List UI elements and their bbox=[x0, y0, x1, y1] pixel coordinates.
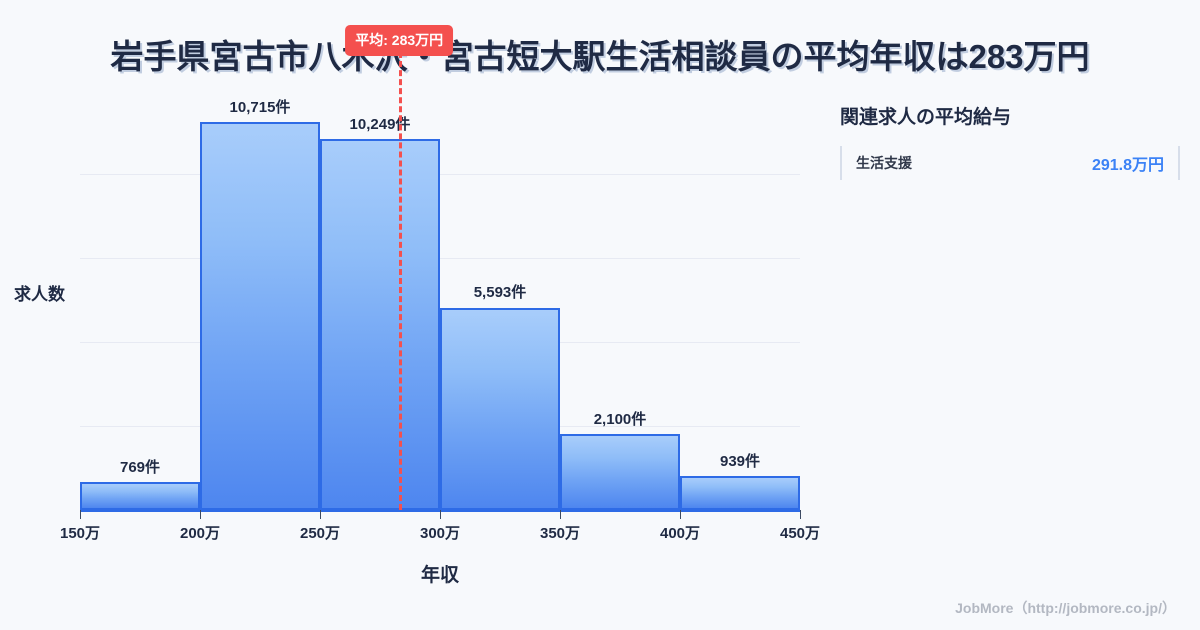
bar-value-label: 10,715件 bbox=[229, 99, 291, 117]
salary-row-name: 生活支援 bbox=[856, 155, 912, 171]
x-axis-tick-label: 250万 bbox=[299, 525, 341, 542]
x-axis-tick bbox=[440, 510, 441, 519]
x-axis-tick-label: 450万 bbox=[779, 525, 821, 542]
plot-area: 769件 10,715件 10,249件 5,593件 2,100件 939件 150万 20… bbox=[60, 25, 820, 542]
bar-value-label: 939件 bbox=[719, 453, 761, 470]
site-credit: JobMore（http://jobmore.co.jp/） bbox=[955, 600, 1176, 616]
y-axis-label: 求人数 bbox=[14, 285, 65, 304]
average-salary-badge: 平均: 283万円 bbox=[345, 25, 454, 56]
header-band: 岩手県宮古市八木沢・宮古短大駅生活相談員の平均年収は283万円 bbox=[0, 0, 1200, 90]
bar-value-label: 2,100件 bbox=[593, 410, 647, 428]
x-axis-tick-label: 200万 bbox=[179, 525, 221, 542]
salary-histogram-chart: 求人数 年収 769件 10,715件 10,249件 5,593件 2,100件 939… bbox=[0, 25, 820, 600]
histogram-bar bbox=[560, 433, 680, 510]
salary-row-value: 291.8万円 bbox=[1091, 157, 1164, 174]
average-salary-table: 生活支援 291.8万円 bbox=[840, 146, 1180, 180]
x-axis-tick-label: 350万 bbox=[539, 525, 581, 542]
histogram-bar bbox=[680, 476, 800, 510]
bar-value-label: 769件 bbox=[119, 459, 161, 477]
page-title: 岩手県宮古市八木沢・宮古短大駅生活相談員の平均年収は283万円 bbox=[110, 38, 1090, 75]
average-salary-line bbox=[399, 52, 403, 510]
gridline bbox=[80, 174, 800, 175]
x-axis-tick bbox=[80, 510, 81, 519]
bar-value-label: 10,249件 bbox=[349, 115, 411, 133]
bar-value-label: 5,593件 bbox=[473, 284, 527, 302]
x-axis-label: 年収 bbox=[420, 565, 459, 586]
panel-title: 関連求人の平均給与 bbox=[840, 107, 1012, 128]
x-axis-tick bbox=[320, 510, 321, 519]
x-axis-tick bbox=[200, 510, 201, 519]
x-axis-tick-label: 400万 bbox=[659, 525, 701, 542]
x-axis-tick bbox=[800, 510, 801, 519]
x-axis-tick-label: 150万 bbox=[59, 525, 101, 542]
histogram-bar bbox=[80, 482, 200, 510]
histogram-bar bbox=[200, 122, 320, 510]
gridline bbox=[80, 258, 800, 259]
x-axis-tick-label: 300万 bbox=[419, 525, 461, 542]
histogram-bar bbox=[440, 307, 560, 510]
salary-row[interactable]: 生活支援 291.8万円 bbox=[840, 146, 1180, 180]
related-jobs-panel: 関連求人の平均給与 生活支援 291.8万円 bbox=[820, 90, 1200, 600]
x-axis-tick bbox=[680, 510, 681, 519]
x-axis-tick bbox=[560, 510, 561, 519]
histogram-bar bbox=[320, 138, 440, 510]
